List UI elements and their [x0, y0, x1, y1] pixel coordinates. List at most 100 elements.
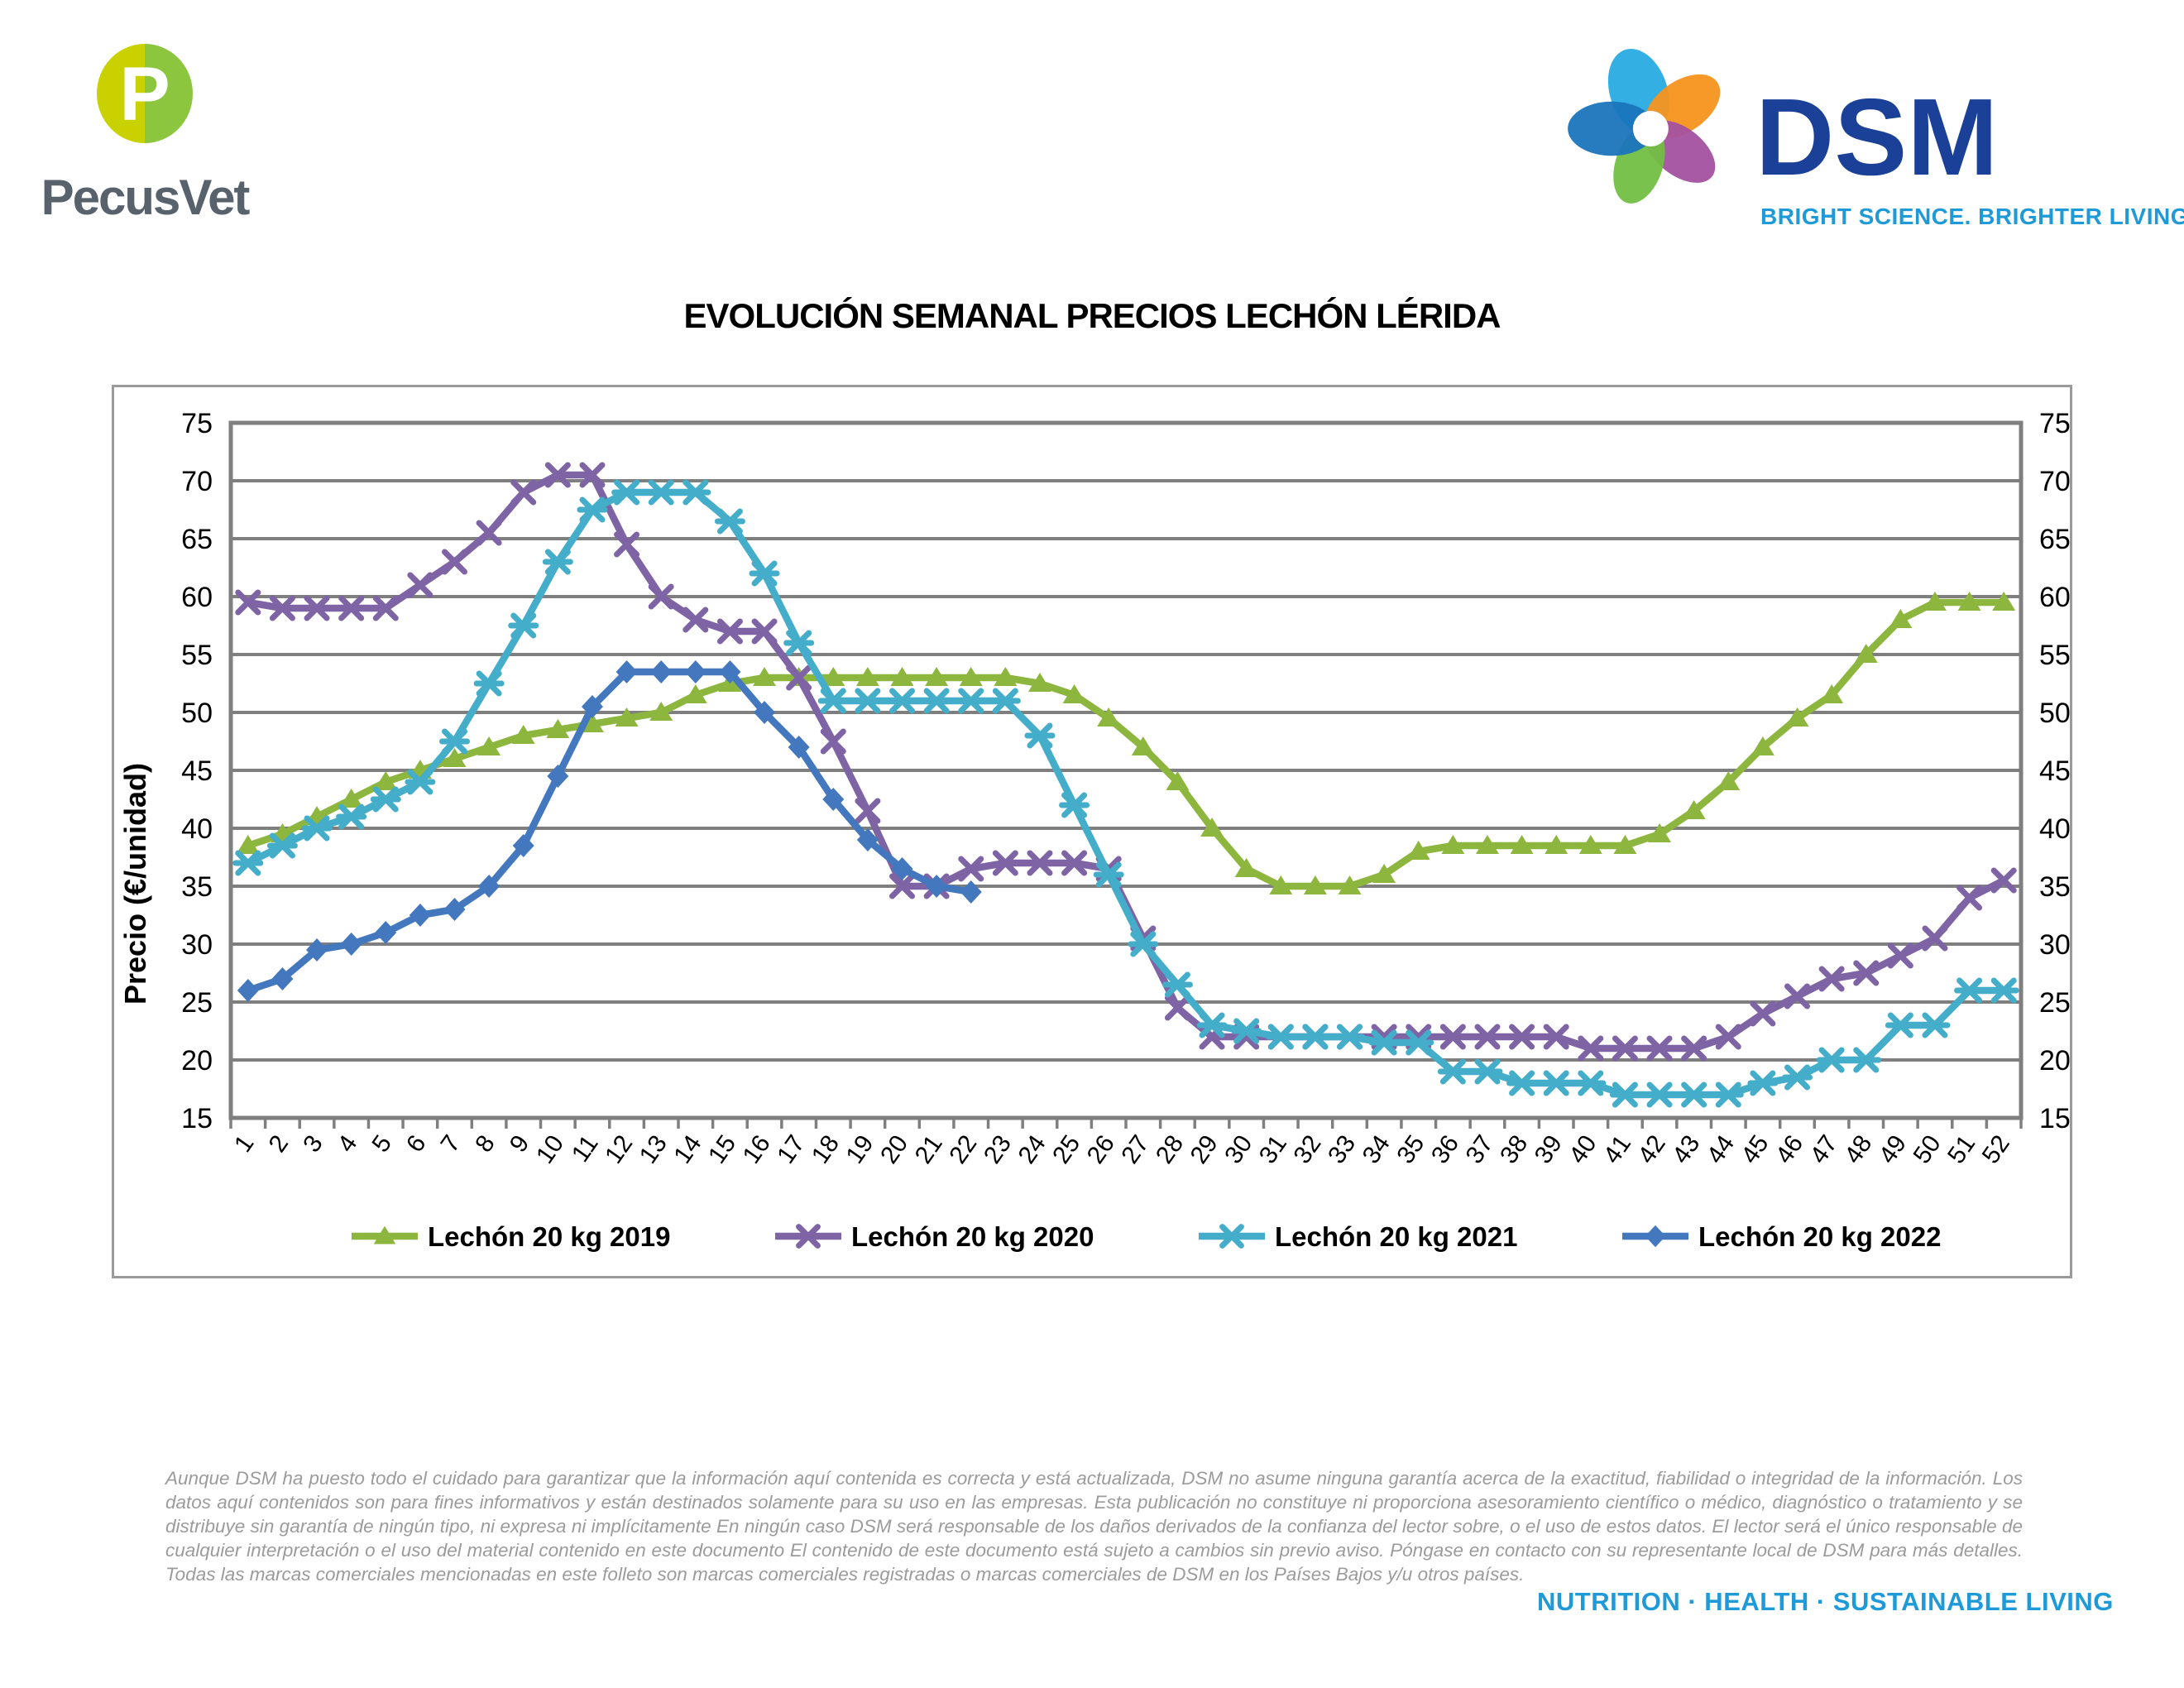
x-tick-label: 27 [1116, 1130, 1154, 1168]
y-tick-label: 50 [181, 698, 213, 729]
data-point-marker [1854, 644, 1878, 663]
data-point-marker [1472, 1058, 1503, 1085]
data-point-marker [1543, 1024, 1569, 1050]
data-point-marker [1368, 1029, 1400, 1056]
data-point-marker [1131, 736, 1155, 755]
data-point-marker [409, 904, 431, 927]
data-point-marker [682, 607, 709, 633]
dsm-logo-icon [1568, 49, 1721, 204]
data-point-marker [1681, 1035, 1707, 1062]
x-tick-label: 16 [738, 1130, 776, 1168]
data-point-marker [959, 667, 983, 686]
data-point-marker [1372, 864, 1396, 883]
x-tick-label: 22 [944, 1130, 982, 1168]
data-point-marker [580, 713, 604, 732]
data-point-marker [1061, 850, 1088, 876]
data-point-marker [1784, 983, 1810, 1009]
y-tick-label: 15 [2039, 1103, 2070, 1134]
x-tick-label: 52 [1977, 1130, 2015, 1168]
x-tick-label: 17 [772, 1130, 810, 1168]
y-tick-label: 60 [2039, 582, 2070, 613]
y-tick-label: 15 [181, 1103, 213, 1134]
data-point-marker [405, 769, 436, 795]
x-tick-label: 10 [531, 1130, 569, 1168]
data-point-marker [579, 462, 606, 488]
x-tick-label: 44 [1702, 1130, 1740, 1168]
data-point-marker [1545, 835, 1569, 854]
data-point-marker [994, 667, 1018, 686]
x-tick-label: 50 [1909, 1130, 1947, 1168]
x-tick-label: 8 [470, 1130, 500, 1158]
data-point-marker [237, 979, 259, 1002]
data-point-marker [856, 828, 879, 851]
data-point-marker [269, 595, 295, 621]
x-tick-label: 15 [703, 1130, 741, 1168]
data-point-marker [1645, 1225, 1666, 1248]
x-tick-label: 48 [1839, 1130, 1877, 1168]
x-tick-label: 2 [264, 1130, 295, 1158]
data-point-marker [1406, 841, 1430, 860]
y-tick-label: 45 [2039, 755, 2070, 787]
x-axis: 1 2 3 4 5 6 7 8 91011121314151617181920212223242… [229, 1118, 2023, 1168]
data-point-marker [1027, 850, 1053, 876]
data-point-marker [1164, 995, 1190, 1021]
x-tick-label: 26 [1082, 1130, 1120, 1168]
data-point-marker [1024, 722, 1056, 749]
series-2 [232, 479, 2019, 1108]
y-tick-label: 65 [181, 524, 213, 555]
data-point-marker [1717, 771, 1741, 790]
data-point-marker [512, 834, 534, 857]
data-point-marker [1820, 684, 1844, 703]
series-line-3 [244, 668, 975, 995]
x-tick-label: 13 [635, 1130, 673, 1168]
y-tick-label: 55 [2039, 640, 2070, 671]
data-point-marker [1751, 736, 1774, 755]
x-tick-label: 36 [1426, 1130, 1464, 1168]
data-point-marker [1715, 1024, 1741, 1050]
data-point-marker [1540, 1070, 1572, 1096]
data-point-marker [510, 479, 537, 506]
data-point-marker [1990, 867, 2017, 894]
data-point-marker [611, 479, 643, 506]
data-point-marker [473, 670, 505, 697]
y-tick-label: 70 [181, 466, 213, 497]
legend-label: Lechón 20 kg 2021 [1275, 1221, 1517, 1252]
y-tick-label: 40 [2039, 813, 2070, 845]
data-point-marker [1265, 1024, 1296, 1050]
data-point-marker [1712, 1081, 1744, 1108]
data-point-marker [719, 660, 741, 683]
y-axis-labels: 15 15 20 20 25 25 30 30 35 35 40 40 45 45 50 50 55 55 60 60… [181, 408, 2070, 1134]
data-point-marker [1217, 1224, 1247, 1249]
data-point-marker [1166, 771, 1190, 790]
data-point-marker [577, 496, 608, 523]
data-point-marker [1679, 1081, 1710, 1108]
data-point-marker [1954, 977, 1985, 1004]
y-tick-label: 25 [2039, 987, 2070, 1019]
data-point-marker [1062, 684, 1086, 703]
data-point-marker [958, 856, 984, 882]
x-tick-label: 37 [1461, 1130, 1499, 1168]
data-point-marker [1885, 1012, 1916, 1038]
data-point-marker [439, 728, 470, 755]
data-point-marker [786, 664, 812, 691]
data-point-marker [1128, 931, 1159, 957]
gridlines [231, 421, 2021, 1120]
x-tick-label: 41 [1598, 1130, 1636, 1168]
data-point-marker [992, 850, 1018, 876]
data-point-marker [714, 508, 745, 535]
data-point-marker [749, 560, 780, 587]
data-point-marker [716, 618, 743, 645]
data-point-marker [753, 667, 777, 686]
series-line-0 [244, 598, 2008, 890]
data-point-marker [1851, 1047, 1882, 1073]
data-point-marker [1957, 592, 1981, 611]
data-point-marker [442, 549, 467, 575]
data-point-marker [1509, 1024, 1535, 1050]
dsm-tagline: BRIGHT SCIENCE. BRIGHTER LIVING. [1760, 204, 2184, 229]
y-tick-label: 30 [2039, 929, 2070, 961]
y-tick-label: 50 [2039, 698, 2070, 729]
data-point-marker [1093, 861, 1124, 888]
x-tick-label: 6 [401, 1130, 432, 1158]
data-point-marker [1475, 835, 1499, 854]
series-line-2 [244, 488, 2008, 1099]
